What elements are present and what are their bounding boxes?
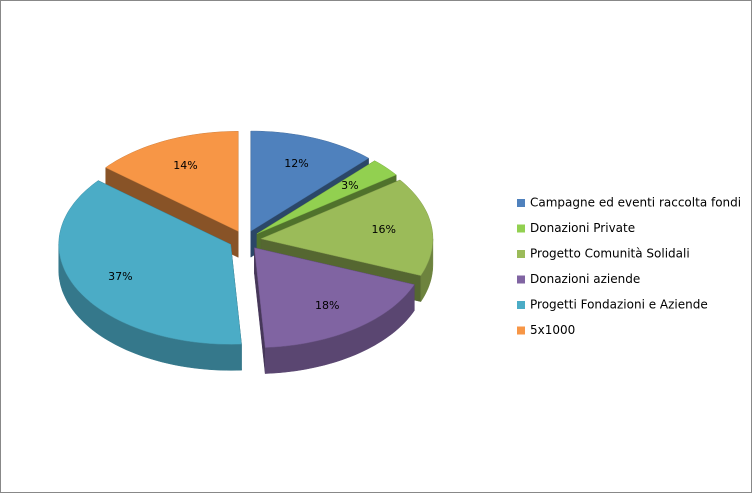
data-label: 16% bbox=[371, 223, 395, 236]
data-label: 18% bbox=[315, 299, 339, 312]
legend-swatch bbox=[517, 250, 525, 258]
legend-label: 5x1000 bbox=[530, 323, 575, 337]
legend-label: Progetto Comunità Solidali bbox=[530, 247, 690, 261]
legend-label: Campagne ed eventi raccolta fondi bbox=[530, 196, 741, 210]
data-label: 37% bbox=[108, 270, 132, 283]
data-label: 12% bbox=[284, 157, 308, 170]
data-label: 14% bbox=[173, 159, 197, 172]
legend-swatch bbox=[517, 199, 525, 207]
legend-label: Progetti Fondazioni e Aziende bbox=[530, 298, 708, 312]
legend-swatch bbox=[517, 224, 525, 233]
legend-swatch bbox=[517, 326, 525, 335]
legend-swatch bbox=[517, 301, 525, 309]
pie-slice bbox=[254, 247, 415, 348]
pie-slice bbox=[105, 131, 239, 232]
pie-slice bbox=[250, 130, 370, 232]
legend-label: Donazioni aziende bbox=[530, 272, 640, 286]
legend-label: Donazioni Private bbox=[530, 221, 635, 235]
data-label: 3% bbox=[341, 179, 358, 192]
pie-slice bbox=[58, 180, 242, 345]
legend-swatch bbox=[517, 275, 525, 284]
pie-slice bbox=[260, 179, 434, 276]
pie-slice bbox=[256, 160, 397, 234]
